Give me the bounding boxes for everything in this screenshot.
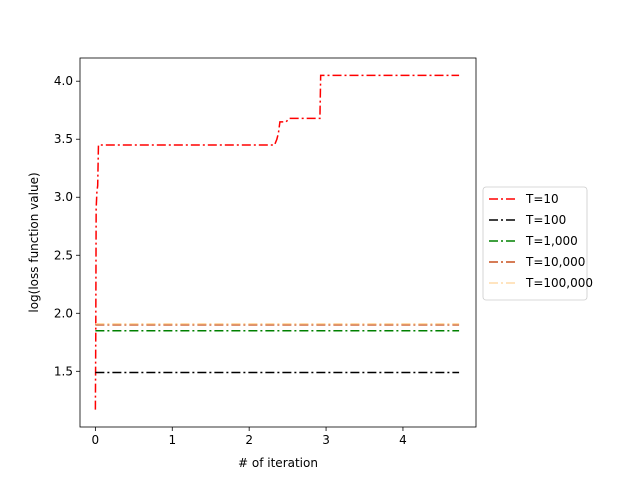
legend: T=10 T=100 T=1,000 T=10,000 T=100,000 (482, 186, 593, 301)
legend-label: T=100,000 (525, 276, 593, 290)
x-axis-ticks: 0 1 2 3 4 (92, 427, 407, 447)
y-tick-label: 3.5 (54, 132, 73, 146)
x-tick-label: 4 (399, 433, 407, 447)
y-tick-label: 2.5 (54, 248, 73, 262)
x-tick-label: 1 (168, 433, 176, 447)
legend-label: T=10 (525, 192, 559, 206)
legend-label: T=100 (525, 213, 566, 227)
y-tick-label: 3.0 (54, 190, 73, 204)
y-tick-label: 2.0 (54, 306, 73, 320)
legend-box (482, 186, 588, 301)
y-axis-label: log(loss function value) (27, 172, 41, 312)
x-tick-label: 3 (322, 433, 330, 447)
x-axis-label: # of iteration (238, 456, 318, 470)
plot-frame (79, 57, 477, 428)
y-axis-ticks: 1.5 2.0 2.5 3.0 3.5 4.0 (54, 74, 80, 378)
legend-label: T=1,000 (525, 234, 578, 248)
legend-label: T=10,000 (525, 255, 585, 269)
x-tick-label: 0 (92, 433, 100, 447)
plot-lines (94, 74, 460, 410)
series-line-0 (94, 74, 460, 410)
x-tick-label: 2 (245, 433, 253, 447)
y-tick-label: 4.0 (54, 74, 73, 88)
y-tick-label: 1.5 (54, 364, 73, 378)
